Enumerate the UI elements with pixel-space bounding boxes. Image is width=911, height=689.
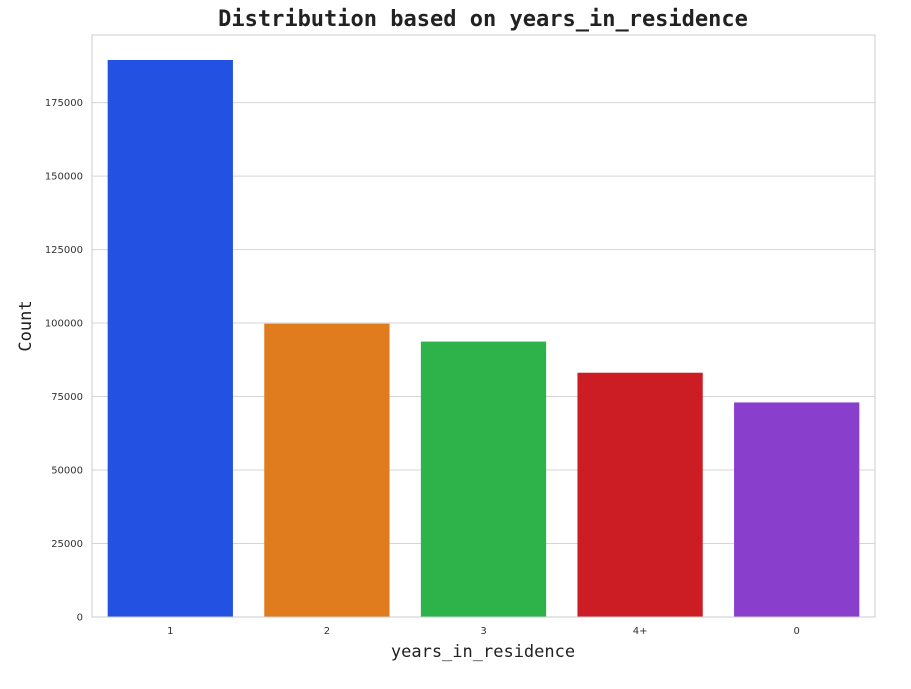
x-axis-label: years_in_residence	[391, 642, 575, 662]
x-tick-label: 4+	[633, 626, 648, 637]
y-tick-label: 25000	[51, 539, 83, 550]
bar-3	[420, 341, 547, 617]
x-tick-labels: 1 2 3 4+ 0	[167, 626, 800, 637]
bar-2	[264, 323, 390, 617]
bar-1	[107, 59, 233, 617]
bar-0	[734, 402, 860, 617]
plot-frame	[91, 34, 876, 618]
y-tick-label: 75000	[51, 392, 83, 403]
y-tick-label: 125000	[45, 245, 83, 256]
chart-title: Distribution based on years_in_residence	[218, 7, 748, 32]
y-axis-label: Count	[16, 300, 36, 351]
y-tick-labels: 0 25000 50000 75000 100000 125000 150000 175000	[45, 98, 83, 623]
x-tick-label: 2	[324, 626, 330, 637]
y-tick-label: 175000	[45, 98, 83, 109]
y-tick-label: 100000	[45, 319, 83, 330]
x-tick-label: 3	[480, 626, 486, 637]
y-tick-label: 50000	[51, 466, 83, 477]
bars	[107, 59, 860, 617]
x-tick-label: 1	[167, 626, 173, 637]
y-tick-label: 150000	[45, 172, 83, 183]
x-tick-label: 0	[794, 626, 800, 637]
y-tick-label: 0	[77, 613, 83, 624]
bar-4+	[577, 372, 703, 617]
